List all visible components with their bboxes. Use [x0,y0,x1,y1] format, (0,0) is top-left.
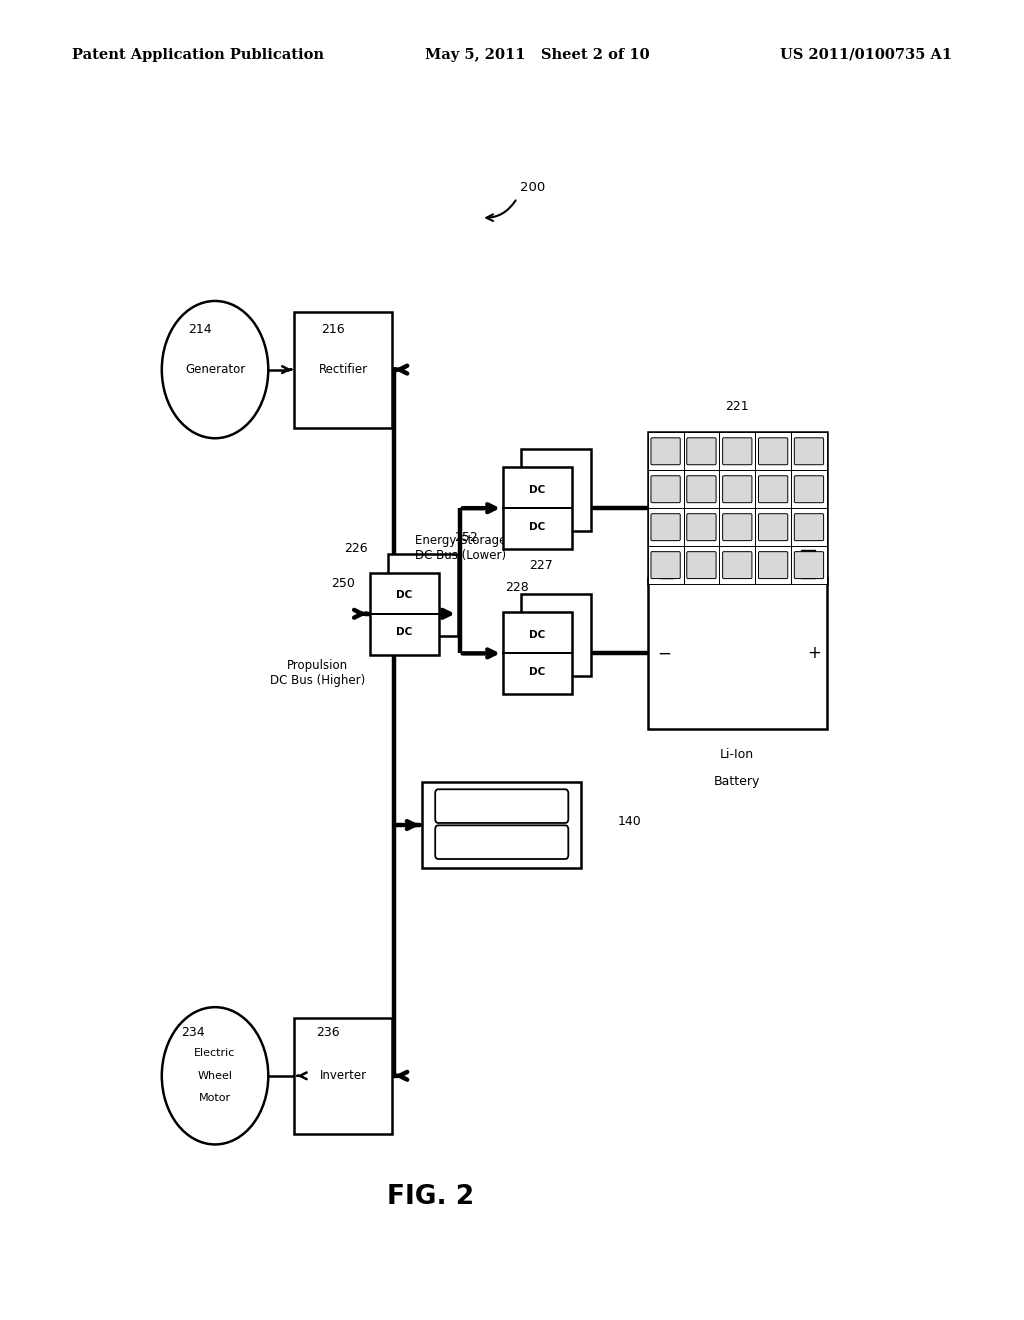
Bar [755,470,791,508]
Bar [659,561,674,578]
Text: Pack: Pack [723,630,752,643]
Text: Rectifier: Rectifier [318,363,368,376]
Text: DC: DC [529,630,546,640]
Bar [388,554,458,636]
Text: Electric: Electric [195,1048,236,1059]
Text: DC: DC [529,667,546,677]
FancyBboxPatch shape [759,513,787,541]
Text: Propulsion
DC Bus (Higher): Propulsion DC Bus (Higher) [269,659,366,688]
Text: May 5, 2011   Sheet 2 of 10: May 5, 2011 Sheet 2 of 10 [425,48,649,62]
Text: DC: DC [529,484,546,495]
Bar [791,546,827,583]
Bar [647,433,826,583]
Bar [791,508,827,546]
Bar [684,508,719,546]
Text: 214: 214 [187,322,212,335]
Bar [521,449,591,531]
Text: 216: 216 [321,322,345,335]
FancyBboxPatch shape [759,438,787,465]
Text: DC: DC [529,521,546,532]
Bar [684,546,719,583]
Text: Patent Application Publication: Patent Application Publication [72,48,324,62]
Bar [791,432,827,470]
Bar [647,578,826,729]
Text: Ucap: Ucap [721,603,754,616]
Bar [755,546,791,583]
Text: 236: 236 [315,1026,340,1039]
FancyBboxPatch shape [687,513,716,541]
Bar [647,508,684,546]
FancyBboxPatch shape [687,552,716,578]
Bar [503,467,572,549]
Text: Inverter: Inverter [319,1069,367,1082]
FancyBboxPatch shape [759,552,787,578]
Bar [755,508,791,546]
FancyBboxPatch shape [795,513,823,541]
FancyBboxPatch shape [795,438,823,465]
Bar [295,1018,392,1134]
FancyBboxPatch shape [723,438,752,465]
Bar [647,432,684,470]
Circle shape [162,1007,268,1144]
FancyBboxPatch shape [723,552,752,578]
FancyBboxPatch shape [795,552,823,578]
Text: −: − [657,644,671,663]
Text: 200: 200 [520,181,545,194]
FancyBboxPatch shape [687,438,716,465]
Bar [684,470,719,508]
Bar [684,432,719,470]
Bar [801,550,814,578]
FancyBboxPatch shape [651,438,680,465]
FancyBboxPatch shape [723,475,752,503]
Bar [503,612,572,694]
FancyBboxPatch shape [687,475,716,503]
Bar [719,508,755,546]
Text: Generator: Generator [185,363,245,376]
Bar [295,312,392,428]
FancyBboxPatch shape [723,513,752,541]
Bar [755,432,791,470]
Bar [719,470,755,508]
Text: 227: 227 [528,558,553,572]
FancyBboxPatch shape [795,475,823,503]
Text: US 2011/0100735 A1: US 2011/0100735 A1 [780,48,952,62]
Bar [719,432,755,470]
Text: Wheel: Wheel [198,1071,232,1081]
Bar [521,594,591,676]
Bar [422,781,582,869]
Text: 228: 228 [505,581,529,594]
Text: DC: DC [396,590,413,601]
Text: Li-Ion: Li-Ion [720,748,755,762]
Text: Motor: Motor [199,1093,231,1104]
FancyBboxPatch shape [435,825,568,859]
Text: FIG. 2: FIG. 2 [386,1184,474,1210]
Text: 222: 222 [725,545,750,558]
Bar [719,546,755,583]
Text: 250: 250 [331,577,355,590]
FancyBboxPatch shape [651,475,680,503]
FancyBboxPatch shape [759,475,787,503]
Text: Battery: Battery [714,775,761,788]
Text: Energy Storage
DC Bus (Lower): Energy Storage DC Bus (Lower) [415,533,507,562]
Text: 252: 252 [454,531,478,544]
Bar [647,546,684,583]
Text: 140: 140 [617,814,641,828]
Bar [647,470,684,508]
Text: +: + [808,644,821,663]
Text: 221: 221 [725,400,750,413]
FancyBboxPatch shape [435,789,568,822]
Text: DC: DC [396,627,413,638]
Text: 226: 226 [344,541,369,554]
Text: 234: 234 [180,1026,205,1039]
FancyBboxPatch shape [651,513,680,541]
FancyBboxPatch shape [651,552,680,578]
Circle shape [162,301,268,438]
Bar [791,470,827,508]
Bar [370,573,439,655]
